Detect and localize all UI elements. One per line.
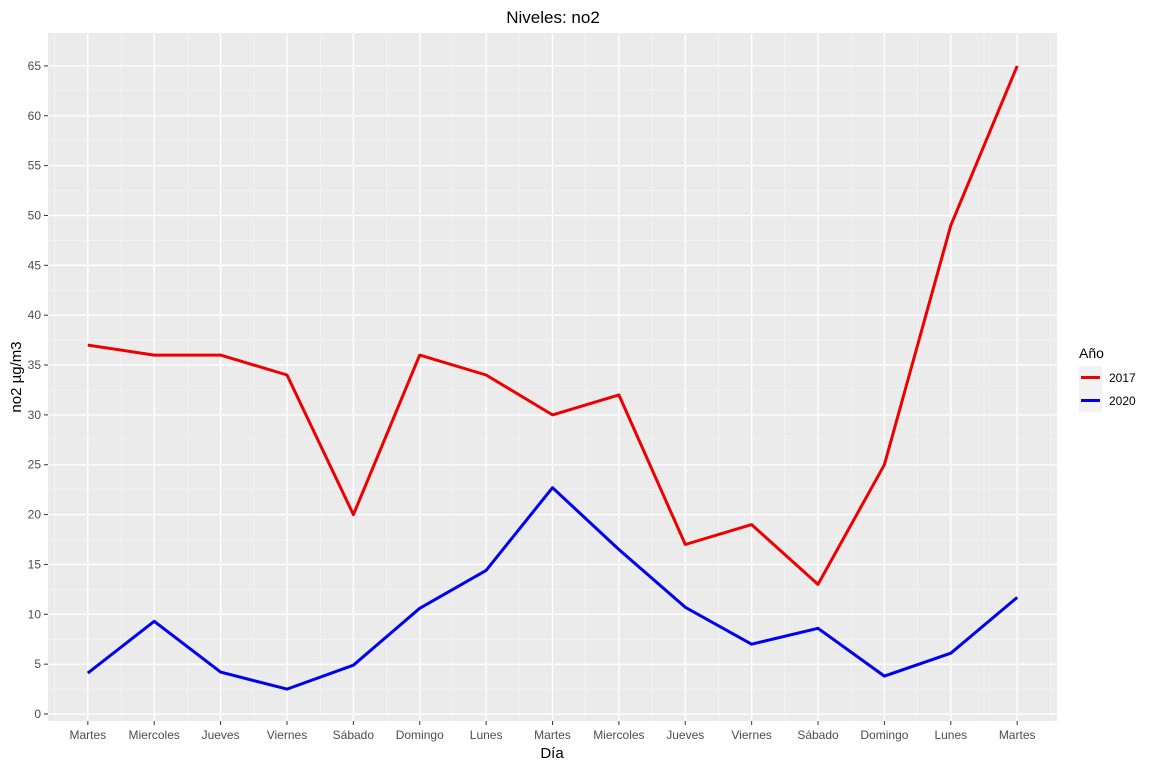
y-axis: 0 5 10 15 20 25 30 35 40 45 50 55 60 65 bbox=[28, 59, 48, 721]
x-axis-title: Día bbox=[540, 745, 564, 762]
y-tick-label: 0 bbox=[34, 707, 41, 721]
x-tick-label: Martes bbox=[534, 728, 571, 742]
x-tick-label: Miercoles bbox=[129, 728, 180, 742]
y-tick-label: 45 bbox=[28, 258, 42, 272]
series-lines bbox=[86, 65, 1019, 691]
x-tick-label: Martes bbox=[69, 728, 106, 742]
y-tick-label: 60 bbox=[28, 109, 42, 123]
legend-title: Año bbox=[1079, 345, 1104, 361]
x-tick-label: Sábado bbox=[333, 728, 375, 742]
x-tick-label: Martes bbox=[999, 728, 1036, 742]
series-line-2017 bbox=[87, 65, 1019, 586]
y-tick-label: 35 bbox=[28, 358, 42, 372]
x-tick-label: Viernes bbox=[267, 728, 307, 742]
y-axis-title: no2 µg/m3 bbox=[8, 341, 25, 412]
legend-label-2017: 2017 bbox=[1109, 371, 1136, 385]
legend: Año 2017 2020 bbox=[1079, 345, 1136, 412]
x-tick-label: Miercoles bbox=[593, 728, 644, 742]
x-tick-label: Lunes bbox=[934, 728, 967, 742]
y-tick-label: 65 bbox=[28, 59, 42, 73]
x-tick-label: Domingo bbox=[860, 728, 908, 742]
y-tick-label: 5 bbox=[34, 657, 41, 671]
y-tick-label: 40 bbox=[28, 308, 42, 322]
y-tick-label: 15 bbox=[28, 557, 42, 571]
y-tick-label: 20 bbox=[28, 508, 42, 522]
y-tick-label: 50 bbox=[28, 208, 42, 222]
x-tick-label: Jueves bbox=[202, 728, 240, 742]
x-axis: Martes Miercoles Jueves Viernes Sábado Doming… bbox=[69, 721, 1036, 742]
x-tick-label: Sábado bbox=[797, 728, 839, 742]
grid-major bbox=[48, 33, 1057, 721]
y-tick-label: 55 bbox=[28, 159, 42, 173]
y-tick-label: 10 bbox=[28, 607, 42, 621]
x-tick-label: Domingo bbox=[396, 728, 444, 742]
chart-title: Niveles: no2 bbox=[506, 8, 600, 27]
x-tick-label: Lunes bbox=[470, 728, 503, 742]
legend-label-2020: 2020 bbox=[1109, 394, 1136, 408]
x-tick-label: Viernes bbox=[731, 728, 771, 742]
y-tick-label: 25 bbox=[28, 458, 42, 472]
series-line-2020 bbox=[86, 486, 1019, 691]
y-tick-label: 30 bbox=[28, 408, 42, 422]
x-tick-label: Jueves bbox=[666, 728, 704, 742]
